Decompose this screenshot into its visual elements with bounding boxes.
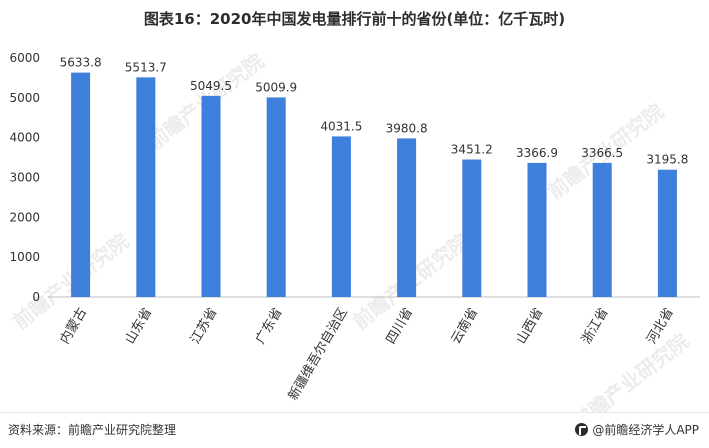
data-label: 4031.5 bbox=[320, 119, 362, 133]
y-tick-label: 2000 bbox=[9, 210, 40, 224]
y-tick-label: 3000 bbox=[9, 171, 40, 185]
bar bbox=[397, 138, 417, 297]
bar bbox=[71, 72, 91, 297]
x-tick-label: 云南省 bbox=[448, 305, 481, 347]
chart-title: 图表16：2020年中国发电量排行前十的省份(单位：亿千瓦时) bbox=[143, 10, 566, 28]
bar bbox=[331, 136, 351, 297]
x-tick-label: 山西省 bbox=[514, 306, 546, 347]
data-label: 3195.8 bbox=[646, 153, 688, 167]
data-label: 3980.8 bbox=[386, 121, 428, 135]
x-tick-label: 山东省 bbox=[123, 306, 155, 347]
y-tick-label: 4000 bbox=[9, 131, 40, 145]
source-note: 资料来源：前瞻产业研究院整理 bbox=[8, 423, 177, 437]
bar-series bbox=[71, 72, 677, 298]
footer-divider bbox=[0, 412, 709, 413]
data-label: 5009.9 bbox=[255, 80, 297, 94]
bar bbox=[657, 169, 677, 297]
data-label: 5049.5 bbox=[190, 79, 232, 93]
y-tick-label: 0 bbox=[32, 290, 40, 304]
bar bbox=[136, 77, 156, 298]
y-axis: 0 1000 2000 3000 4000 5000 6000 bbox=[9, 51, 40, 304]
bar bbox=[462, 159, 482, 297]
brand-text: @前瞻经济学人APP bbox=[592, 423, 699, 437]
bar-chart: 前瞻产业研究院前瞻产业研究院前瞻产业研究院前瞻产业研究院前瞻产业研究院 0100… bbox=[8, 49, 700, 412]
bar bbox=[201, 95, 221, 298]
value-labels: 5633.8 5513.7 5049.5 5009.9 4031.5 3980.8 3451… bbox=[60, 56, 689, 167]
x-tick-label: 广东省 bbox=[253, 306, 285, 347]
y-tick-label: 5000 bbox=[9, 91, 40, 105]
y-tick-label: 6000 bbox=[9, 51, 40, 65]
bar bbox=[592, 162, 612, 297]
data-label: 5513.7 bbox=[125, 60, 167, 74]
x-tick-label: 江苏省 bbox=[187, 305, 220, 347]
x-tick-label: 内蒙古 bbox=[57, 305, 90, 347]
brand-logo-icon bbox=[575, 423, 589, 436]
brand-credit: @前瞻经济学人APP bbox=[575, 421, 699, 438]
y-tick-label: 1000 bbox=[9, 250, 40, 264]
data-label: 3451.2 bbox=[451, 143, 493, 157]
bar bbox=[266, 97, 286, 297]
data-label: 5633.8 bbox=[60, 56, 102, 70]
x-tick-label: 新疆维吾尔自治区 bbox=[285, 305, 351, 403]
x-tick-label: 浙江省 bbox=[579, 306, 611, 347]
data-label: 3366.5 bbox=[581, 146, 623, 160]
bar bbox=[527, 162, 547, 297]
data-label: 3366.9 bbox=[516, 146, 558, 160]
